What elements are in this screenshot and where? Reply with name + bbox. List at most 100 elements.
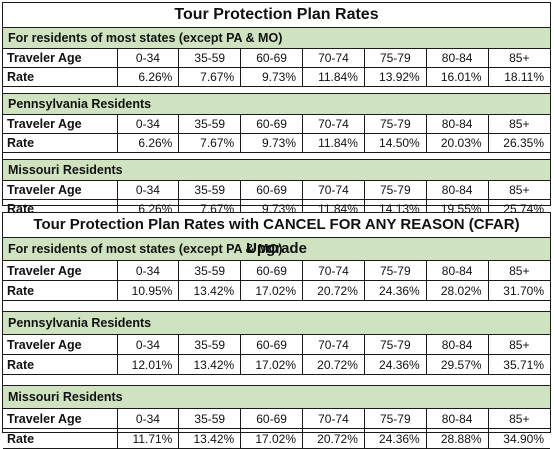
rate-cell: 34.90% xyxy=(487,428,550,449)
age-cell: 80-84 xyxy=(425,49,489,68)
age-cell: 70-74 xyxy=(302,49,365,68)
rate-cell: 9.73% xyxy=(240,67,304,87)
rate-cell: 35.71% xyxy=(487,354,550,375)
rate-cell: 7.67% xyxy=(178,67,242,87)
rate-cell: 13.92% xyxy=(363,67,427,87)
age-cell: 70-74 xyxy=(302,409,365,429)
rate-cell: 20.03% xyxy=(425,133,489,153)
panel-title: Tour Protection Plan Rates xyxy=(3,3,550,28)
age-cell: 0-34 xyxy=(116,115,180,134)
rate-row-label: Rate xyxy=(3,428,118,449)
age-cell: 85+ xyxy=(487,261,550,281)
traveler-age-row-label: Traveler Age xyxy=(3,49,118,68)
traveler-age-row: Traveler Age 0-34 35-59 60-69 70-74 75-79 80-8… xyxy=(3,409,550,429)
age-cell: 75-79 xyxy=(363,181,427,200)
age-cell: 75-79 xyxy=(363,115,427,134)
section-header: Pennsylvania Residents xyxy=(3,312,550,335)
rate-sections: For residents of most states (except PA … xyxy=(3,28,550,219)
rate-row: Rate 6.26% 7.67% 9.73% 11.84% 13.92% 16.01% 18.… xyxy=(3,67,550,87)
rate-cell: 18.11% xyxy=(487,67,550,87)
rate-cell: 11.84% xyxy=(302,67,365,87)
rate-cell: 20.72% xyxy=(302,428,365,449)
age-cell: 60-69 xyxy=(240,261,304,281)
traveler-age-row: Traveler Age 0-34 35-59 60-69 70-74 75-79 80-8… xyxy=(3,335,550,355)
age-cell: 0-34 xyxy=(116,335,180,355)
rate-cell: 24.36% xyxy=(363,428,427,449)
age-cell: 85+ xyxy=(487,115,550,134)
rate-cell: 13.42% xyxy=(178,354,242,375)
age-cell: 80-84 xyxy=(425,261,489,281)
rate-cell: 24.36% xyxy=(363,280,427,301)
age-cell: 70-74 xyxy=(302,115,365,134)
section-divider xyxy=(3,375,550,386)
rates-table: Traveler Age 0-34 35-59 60-69 70-74 75-79 80-8… xyxy=(3,335,550,375)
age-cell: 80-84 xyxy=(425,181,489,200)
rate-row: Rate 10.95% 13.42% 17.02% 20.72% 24.36% 28.02%… xyxy=(3,280,550,301)
rate-cell: 11.71% xyxy=(116,428,180,449)
age-cell: 0-34 xyxy=(116,261,180,281)
age-cell: 60-69 xyxy=(240,409,304,429)
age-cell: 60-69 xyxy=(240,115,304,134)
rate-row: Rate 6.26% 7.67% 9.73% 11.84% 14.50% 20.03% 26.… xyxy=(3,133,550,153)
traveler-age-row-label: Traveler Age xyxy=(3,335,118,355)
rate-row-label: Rate xyxy=(3,133,118,153)
rate-cell: 6.26% xyxy=(116,67,180,87)
traveler-age-row: Traveler Age 0-34 35-59 60-69 70-74 75-79 80-8… xyxy=(3,49,550,68)
age-cell: 85+ xyxy=(487,409,550,429)
age-cell: 80-84 xyxy=(425,409,489,429)
age-cell: 70-74 xyxy=(302,181,365,200)
rate-cell: 24.36% xyxy=(363,354,427,375)
rate-row-label: Rate xyxy=(3,67,118,87)
section-divider xyxy=(3,87,550,94)
age-cell: 80-84 xyxy=(425,115,489,134)
rate-cell: 29.57% xyxy=(425,354,489,375)
age-cell: 85+ xyxy=(487,181,550,200)
rates-table: Traveler Age 0-34 35-59 60-69 70-74 75-79 80-8… xyxy=(3,261,550,301)
age-cell: 35-59 xyxy=(178,49,242,68)
rates-table: Traveler Age 0-34 35-59 60-69 70-74 75-79 80-8… xyxy=(3,49,550,87)
rate-cell: 10.95% xyxy=(116,280,180,301)
rates-table: Traveler Age 0-34 35-59 60-69 70-74 75-79 80-8… xyxy=(3,409,550,449)
age-cell: 75-79 xyxy=(363,335,427,355)
rate-cell: 20.72% xyxy=(302,354,365,375)
rate-cell: 28.88% xyxy=(425,428,489,449)
age-cell: 35-59 xyxy=(178,409,242,429)
age-cell: 70-74 xyxy=(302,261,365,281)
age-cell: 75-79 xyxy=(363,49,427,68)
traveler-age-row: Traveler Age 0-34 35-59 60-69 70-74 75-79 80-8… xyxy=(3,115,550,134)
rate-cell: 17.02% xyxy=(240,280,304,301)
rate-cell: 17.02% xyxy=(240,428,304,449)
rate-cell: 28.02% xyxy=(425,280,489,301)
age-cell: 0-34 xyxy=(116,181,180,200)
section-header: For residents of most states (except PA … xyxy=(3,28,550,49)
traveler-age-row-label: Traveler Age xyxy=(3,181,118,200)
age-cell: 35-59 xyxy=(178,115,242,134)
rate-cell: 12.01% xyxy=(116,354,180,375)
panel-title: Tour Protection Plan Rates with CANCEL F… xyxy=(3,213,550,257)
traveler-age-row: Traveler Age 0-34 35-59 60-69 70-74 75-79 80-8… xyxy=(3,181,550,200)
age-cell: 85+ xyxy=(487,335,550,355)
age-cell: 35-59 xyxy=(178,181,242,200)
age-cell: 75-79 xyxy=(363,409,427,429)
age-cell: 60-69 xyxy=(240,49,304,68)
rate-row: Rate 11.71% 13.42% 17.02% 20.72% 24.36% 28.88%… xyxy=(3,428,550,449)
rate-cell: 20.72% xyxy=(302,280,365,301)
age-cell: 75-79 xyxy=(363,261,427,281)
tour-protection-rates-panel: Tour Protection Plan Rates For residents… xyxy=(2,2,551,219)
section-header: For residents of most states (except PA … xyxy=(3,238,550,261)
age-cell: 85+ xyxy=(487,49,550,68)
rate-cell: 31.70% xyxy=(487,280,550,301)
rate-row-label: Rate xyxy=(3,354,118,375)
age-cell: 70-74 xyxy=(302,335,365,355)
section-header: Pennsylvania Residents xyxy=(3,94,550,115)
age-cell: 60-69 xyxy=(240,181,304,200)
rate-cell: 7.67% xyxy=(178,133,242,153)
rate-cell: 9.73% xyxy=(240,133,304,153)
rate-sections: For residents of most states (except PA … xyxy=(3,238,550,449)
cfar-rates-panel: Tour Protection Plan Rates with CANCEL F… xyxy=(2,212,551,449)
rate-row-label: Rate xyxy=(3,280,118,301)
section-divider xyxy=(3,301,550,312)
rates-table: Traveler Age 0-34 35-59 60-69 70-74 75-79 80-8… xyxy=(3,115,550,153)
traveler-age-row-label: Traveler Age xyxy=(3,409,118,429)
rate-cell: 17.02% xyxy=(240,354,304,375)
